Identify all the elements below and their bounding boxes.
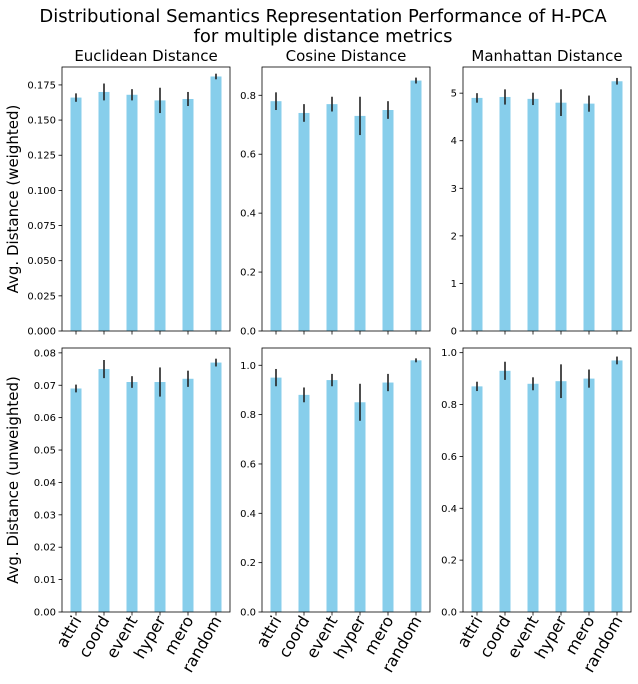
y-tick-label: 1.0 xyxy=(441,348,457,359)
figure-title-line-1: Distributional Semantics Representation … xyxy=(39,6,607,27)
y-tick-label: 0.00 xyxy=(34,608,56,619)
axes-frame xyxy=(61,347,231,613)
bar-mero xyxy=(182,98,194,331)
figure-title-line-2: for multiple distance metrics xyxy=(193,26,452,47)
y-tick-label: 4 xyxy=(451,136,457,147)
axes-frame xyxy=(462,347,632,613)
y-tick-label: 0.6 xyxy=(441,452,457,463)
bar-hyper xyxy=(555,102,567,331)
y-tick-label: 0.2 xyxy=(441,556,457,567)
bar-event xyxy=(126,94,138,332)
y-tick-label: 0.07 xyxy=(34,381,56,392)
y-tick-label: 0.8 xyxy=(441,400,457,411)
y-tick-label: 0.4 xyxy=(240,209,256,220)
bar-random xyxy=(210,76,222,331)
bar-coord xyxy=(499,96,511,332)
y-tick-label: 3 xyxy=(451,184,457,195)
bar-hyper xyxy=(354,115,366,332)
bar-mero xyxy=(583,378,595,612)
axes-frame xyxy=(462,66,632,332)
y-tick-label: 0.0 xyxy=(240,608,256,619)
bar-random xyxy=(410,80,422,331)
y-tick-label: 1.0 xyxy=(240,361,256,372)
y-tick-label: 0.03 xyxy=(34,510,56,521)
y-tick-label: 0.02 xyxy=(34,543,56,554)
y-tick-label: 1 xyxy=(451,279,457,290)
y-tick-label: 0.4 xyxy=(240,509,256,520)
bar-coord xyxy=(298,112,310,331)
y-tick-label: 0.075 xyxy=(27,221,56,232)
bar-mero xyxy=(382,382,394,612)
y-tick-label: 0.6 xyxy=(240,459,256,470)
bar-coord xyxy=(499,370,511,612)
panel-1: 0.0 0.2 0.4 0.6 0.8 Cosine Distance xyxy=(240,47,431,338)
y-tick-label: 0.2 xyxy=(240,558,256,569)
bar-attri xyxy=(70,97,82,331)
y-tick-label: 0.05 xyxy=(34,446,56,457)
y-tick-label: 5 xyxy=(451,89,457,100)
panel-0: 0.000 0.025 0.050 0.075 0.100 0.125 0.150 0.175… xyxy=(4,47,231,338)
y-tick-label: 0.0 xyxy=(441,608,457,619)
y-tick-label: 0.125 xyxy=(27,151,56,162)
bar-event xyxy=(326,104,338,331)
bar-hyper xyxy=(354,402,366,612)
y-tick-label: 0.150 xyxy=(27,116,56,127)
y-tick-label: 0.06 xyxy=(34,413,56,424)
bar-attri xyxy=(471,386,483,612)
y-tick-label: 0.4 xyxy=(441,504,457,515)
bar-attri xyxy=(270,101,282,331)
bar-event xyxy=(527,98,539,331)
y-tick-label: 0.100 xyxy=(27,186,56,197)
y-tick-label: 0.8 xyxy=(240,410,256,421)
bar-random xyxy=(611,81,623,332)
y-tick-label: 0.0 xyxy=(240,327,256,338)
bar-random xyxy=(410,360,422,612)
bar-hyper xyxy=(555,381,567,612)
bar-event xyxy=(326,380,338,612)
axes-frame xyxy=(261,66,431,332)
panel-title: Cosine Distance xyxy=(286,47,407,65)
axes-frame xyxy=(61,66,231,332)
bar-mero xyxy=(382,110,394,332)
y-tick-label: 2 xyxy=(451,231,457,242)
y-tick-label: 0.050 xyxy=(27,256,56,267)
bar-event xyxy=(527,383,539,612)
bar-attri xyxy=(471,97,483,332)
y-tick-label: 0.01 xyxy=(34,575,56,586)
bar-attri xyxy=(270,377,282,612)
y-tick-label: 0.6 xyxy=(240,150,256,161)
bar-attri xyxy=(70,388,82,612)
panel-title: Euclidean Distance xyxy=(74,47,217,65)
bar-coord xyxy=(98,91,110,331)
bar-coord xyxy=(298,394,310,612)
y-tick-label: 0.175 xyxy=(27,80,56,91)
bar-mero xyxy=(583,103,595,331)
y-tick-label: 0 xyxy=(451,327,457,338)
bar-mero xyxy=(182,378,194,612)
y-tick-label: 0.04 xyxy=(34,478,56,489)
y-tick-label: 0.8 xyxy=(240,91,256,102)
panel-title: Manhattan Distance xyxy=(471,47,622,65)
bar-event xyxy=(126,382,138,612)
y-tick-label: 0.025 xyxy=(27,291,56,302)
bar-hyper xyxy=(154,100,166,331)
bar-random xyxy=(611,360,623,612)
panel-2: 0 1 2 3 4 5 Manhattan Distance xyxy=(451,47,632,338)
bar-hyper xyxy=(154,382,166,612)
bar-coord xyxy=(98,369,110,612)
y-axis-label: Avg. Distance (weighted) xyxy=(4,105,22,294)
y-tick-label: 0.2 xyxy=(240,268,256,279)
bar-random xyxy=(210,362,222,612)
y-axis-label: Avg. Distance (unweighted) xyxy=(4,376,22,584)
y-tick-label: 0.000 xyxy=(27,327,56,338)
axes-frame xyxy=(261,347,431,613)
y-tick-label: 0.08 xyxy=(34,348,56,359)
